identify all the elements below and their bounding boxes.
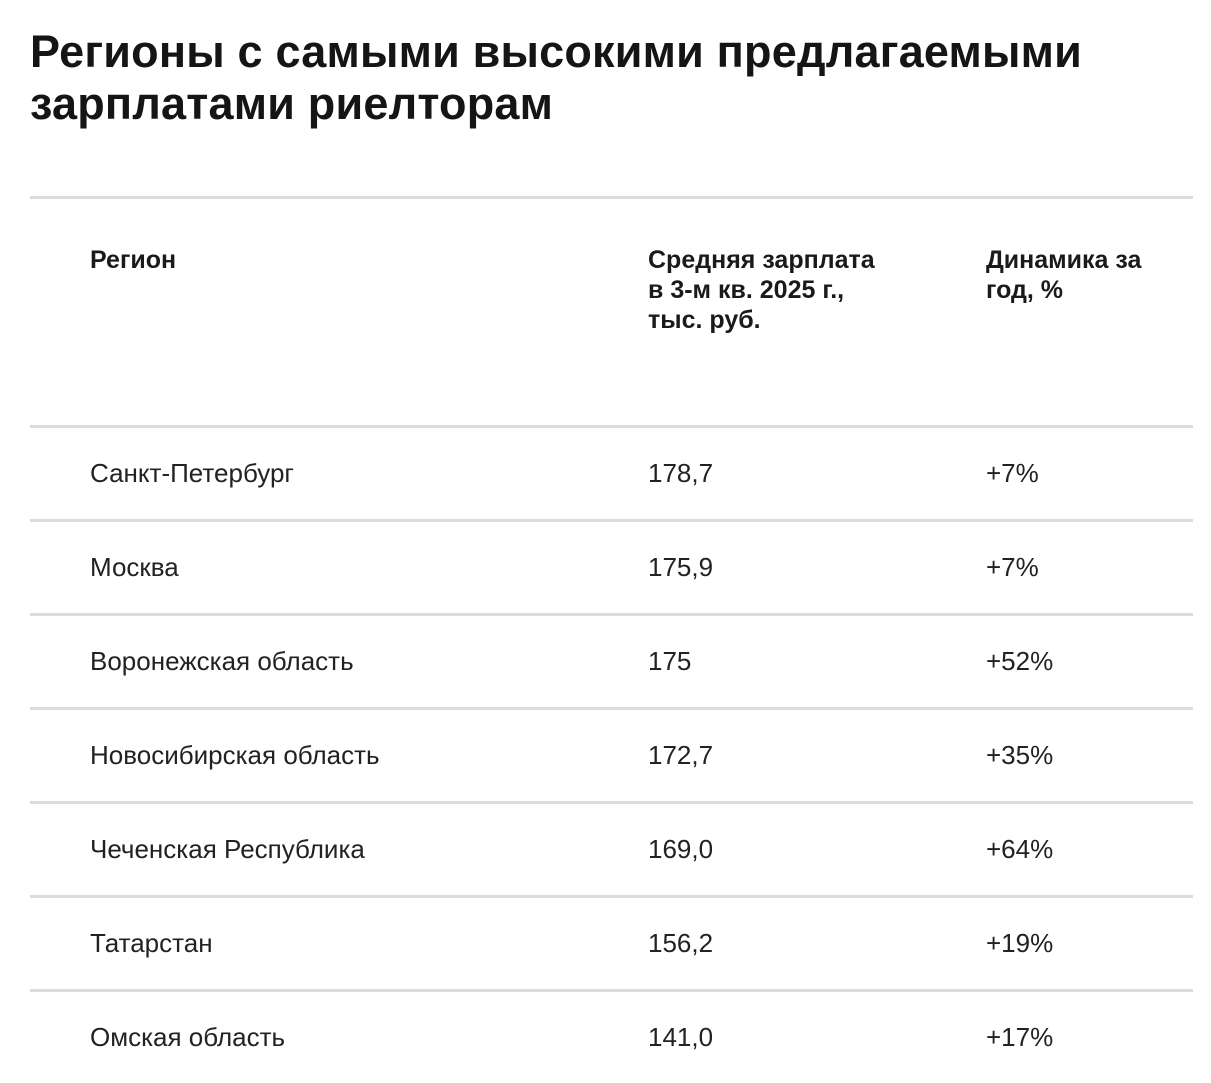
page-title: Регионы с самыми высокими предлагаемыми … <box>30 26 1083 129</box>
table-header: Регион Средняя зарплата в 3-м кв. 2025 г… <box>30 199 1193 425</box>
cell-region: Санкт-Петербург <box>90 458 294 488</box>
cell-change: +7% <box>986 552 1039 582</box>
cell-region: Новосибирская область <box>90 740 380 770</box>
cell-salary: 156,2 <box>648 928 714 958</box>
cell-salary: 175 <box>648 646 692 676</box>
cell-change: +64% <box>986 834 1054 864</box>
table-row: Санкт-Петербург 178,7 +7% <box>30 428 1193 519</box>
cell-change: +7% <box>986 458 1039 488</box>
cell-change: +17% <box>986 1022 1054 1052</box>
cell-region: Татарстан <box>90 928 213 958</box>
cell-region: Москва <box>90 552 179 582</box>
cell-region: Чеченская Республика <box>90 834 365 864</box>
table-row: Чеченская Республика 169,0 +64% <box>30 804 1193 895</box>
divider <box>30 707 1193 710</box>
divider <box>30 519 1193 522</box>
salary-table: Регион Средняя зарплата в 3-м кв. 2025 г… <box>30 196 1193 1083</box>
table-row: Москва 175,9 +7% <box>30 522 1193 613</box>
header-salary: Средняя зарплата в 3-м кв. 2025 г., тыс.… <box>648 246 875 334</box>
table-row: Новосибирская область 172,7 +35% <box>30 710 1193 801</box>
table-row: Татарстан 156,2 +19% <box>30 898 1193 989</box>
cell-region: Воронежская область <box>90 646 354 676</box>
cell-region: Омская область <box>90 1022 286 1052</box>
divider <box>30 196 1193 199</box>
cell-change: +52% <box>986 646 1054 676</box>
divider <box>30 989 1193 992</box>
divider <box>30 895 1193 898</box>
table-row: Омская область 141,0 +17% <box>30 992 1193 1083</box>
table-row: Воронежская область 175 +52% <box>30 616 1193 707</box>
header-region: Регион <box>90 246 177 274</box>
cell-salary: 175,9 <box>648 552 714 582</box>
divider <box>30 613 1193 616</box>
header-change: Динамика за год, % <box>986 246 1142 304</box>
cell-change: +35% <box>986 740 1054 770</box>
cell-salary: 172,7 <box>648 740 714 770</box>
cell-salary: 178,7 <box>648 458 714 488</box>
divider <box>30 801 1193 804</box>
cell-salary: 169,0 <box>648 834 714 864</box>
divider <box>30 425 1193 428</box>
cell-change: +19% <box>986 928 1054 958</box>
cell-salary: 141,0 <box>648 1022 714 1052</box>
